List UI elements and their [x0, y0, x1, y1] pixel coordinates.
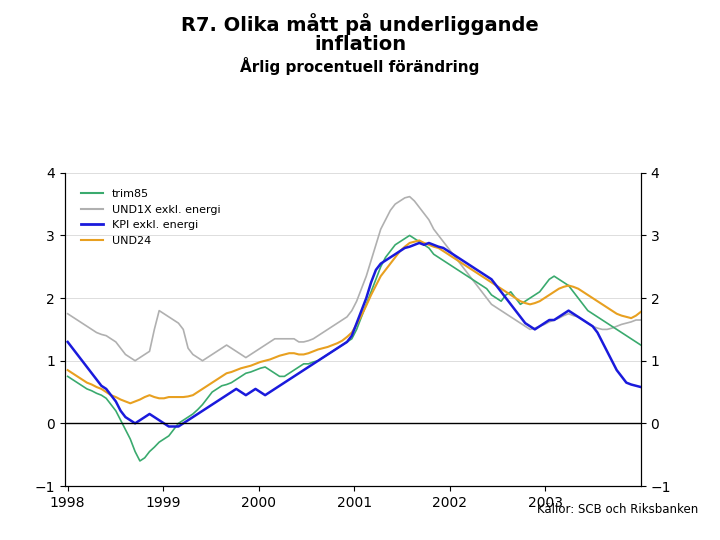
Legend: trim85, UND1X exkl. energi, KPI exkl. energi, UND24: trim85, UND1X exkl. energi, KPI exkl. en… [76, 185, 225, 250]
Text: Källor: SCB och Riksbanken: Källor: SCB och Riksbanken [537, 503, 698, 516]
Text: Årlig procentuell förändring: Årlig procentuell förändring [240, 57, 480, 75]
Text: inflation: inflation [314, 35, 406, 54]
Text: R7. Olika mått på underliggande: R7. Olika mått på underliggande [181, 14, 539, 36]
Text: SVERIGES
RIKSBANK: SVERIGES RIKSBANK [644, 72, 684, 85]
